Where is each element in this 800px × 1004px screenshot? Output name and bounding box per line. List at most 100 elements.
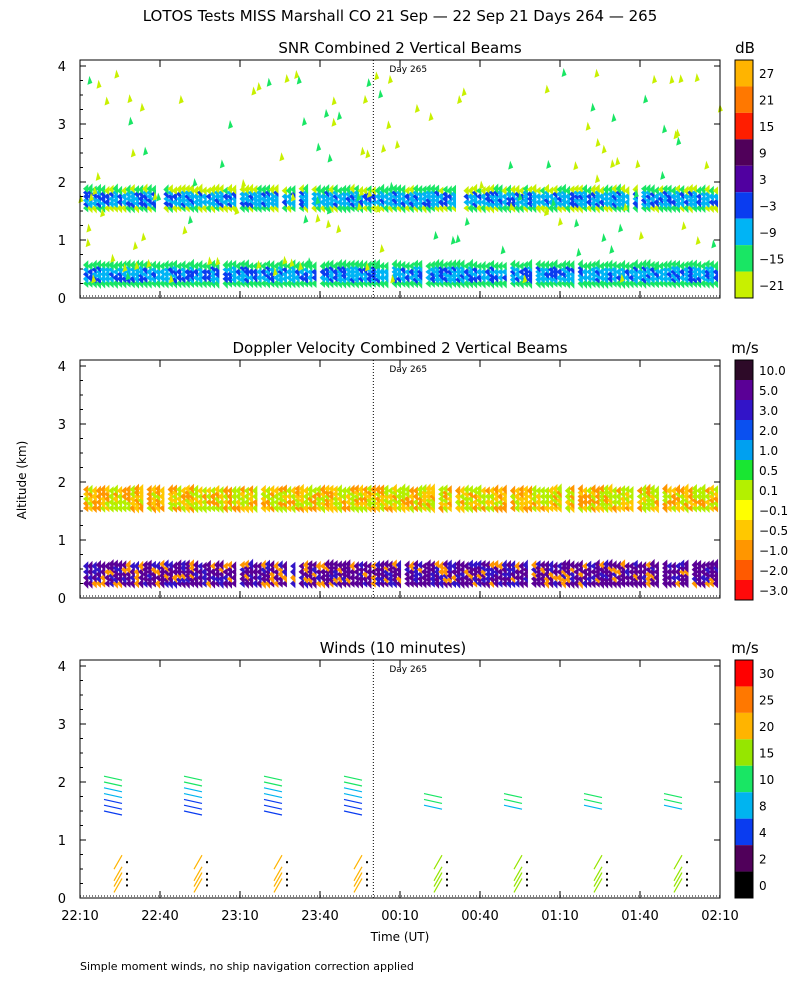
heatmap-cell bbox=[289, 258, 295, 268]
heatmap-cell bbox=[400, 483, 406, 495]
wind-vector bbox=[343, 787, 363, 793]
heatmap-cell bbox=[349, 183, 355, 195]
heatmap-cell bbox=[95, 498, 101, 507]
wind-vector bbox=[423, 798, 443, 804]
heatmap-cell bbox=[104, 260, 110, 270]
heatmap-cell bbox=[205, 486, 211, 495]
heatmap-cell bbox=[471, 560, 478, 570]
heatmap-cell bbox=[636, 273, 642, 282]
heatmap-cell bbox=[340, 503, 347, 513]
colorbar-swatch bbox=[735, 165, 753, 193]
heatmap-cell bbox=[421, 483, 427, 494]
heatmap-cell bbox=[87, 261, 93, 271]
heatmap-cell bbox=[235, 261, 241, 271]
heatmap-cell bbox=[590, 562, 596, 571]
heatmap-cell bbox=[201, 486, 207, 496]
heatmap-cell bbox=[594, 174, 600, 184]
heatmap-cell bbox=[197, 562, 203, 571]
heatmap-cell bbox=[552, 184, 558, 195]
y-tick-label: 4 bbox=[58, 660, 66, 675]
heatmap-cell bbox=[619, 259, 626, 271]
heatmap-cell bbox=[336, 560, 342, 570]
heatmap-cell bbox=[201, 561, 207, 571]
heatmap-cell bbox=[488, 560, 495, 570]
heatmap-cell bbox=[628, 567, 634, 577]
heatmap-cell bbox=[296, 75, 302, 85]
wind-vector bbox=[593, 872, 603, 887]
heatmap-cell bbox=[674, 567, 680, 577]
heatmap-cell bbox=[653, 561, 659, 572]
heatmap-cell bbox=[492, 261, 499, 271]
heatmap-cell bbox=[416, 259, 423, 269]
heatmap-cell bbox=[433, 230, 439, 240]
heatmap-cell bbox=[361, 485, 368, 494]
heatmap-cell bbox=[132, 241, 138, 251]
wind-vector bbox=[663, 804, 683, 810]
heatmap-cell bbox=[666, 503, 672, 513]
heatmap-cell bbox=[298, 261, 304, 271]
heatmap-cell bbox=[450, 561, 456, 571]
colorbar-tick-label: 3.0 bbox=[759, 404, 778, 418]
heatmap-cell bbox=[256, 567, 262, 577]
heatmap-cell bbox=[404, 272, 410, 284]
heatmap-cell bbox=[137, 573, 144, 583]
heatmap-cell bbox=[125, 484, 131, 495]
heatmap-cell bbox=[594, 485, 600, 497]
heatmap-cell bbox=[425, 267, 431, 277]
heatmap-cell bbox=[222, 573, 228, 583]
heatmap-cell bbox=[552, 483, 558, 494]
heatmap-cell bbox=[370, 561, 376, 571]
heatmap-cell bbox=[205, 491, 211, 502]
colorbar-swatch bbox=[735, 845, 753, 872]
heatmap-cell bbox=[653, 485, 659, 496]
heatmap-cell bbox=[636, 492, 642, 501]
wind-vector bbox=[183, 793, 203, 799]
heatmap-cell bbox=[378, 484, 385, 494]
heatmap-cell bbox=[285, 197, 292, 208]
heatmap-cell bbox=[180, 184, 186, 194]
heatmap-cell bbox=[594, 68, 600, 78]
heatmap-cell bbox=[678, 559, 685, 569]
colorbar-swatch bbox=[735, 739, 753, 766]
heatmap-cell bbox=[331, 117, 337, 127]
heatmap-cell bbox=[315, 484, 321, 495]
heatmap-cell bbox=[442, 260, 448, 270]
wind-vector bbox=[673, 878, 683, 893]
heatmap-cell bbox=[95, 259, 101, 269]
heatmap-cell bbox=[214, 484, 220, 495]
heatmap-cell bbox=[133, 560, 139, 572]
heatmap-cell bbox=[687, 504, 693, 513]
wind-vector bbox=[183, 798, 203, 804]
colorbar-tick-label: −1.0 bbox=[759, 544, 788, 558]
heatmap-cell bbox=[197, 486, 203, 496]
heatmap-cell bbox=[611, 560, 617, 570]
wind-point bbox=[686, 872, 688, 875]
heatmap-cell bbox=[222, 191, 228, 202]
heatmap-cell bbox=[640, 484, 647, 496]
heatmap-cell bbox=[268, 560, 275, 570]
heatmap-cell bbox=[463, 185, 469, 196]
heatmap-cell bbox=[649, 484, 655, 494]
wind-point bbox=[206, 872, 208, 875]
heatmap-cell bbox=[230, 260, 237, 269]
heatmap-cell bbox=[99, 484, 106, 495]
heatmap-cell bbox=[488, 486, 495, 496]
heatmap-cell bbox=[188, 559, 194, 570]
heatmap-cell bbox=[539, 560, 545, 570]
heatmap-cell bbox=[366, 78, 372, 88]
heatmap-cell bbox=[273, 503, 279, 513]
heatmap-cell bbox=[700, 278, 706, 289]
heatmap-cell bbox=[361, 186, 368, 196]
heatmap-cell bbox=[201, 186, 207, 196]
heatmap-cell bbox=[412, 259, 418, 269]
colorbar-tick-label: 5.0 bbox=[759, 384, 778, 398]
heatmap-cell bbox=[159, 267, 165, 277]
wind-vector bbox=[193, 872, 203, 887]
wind-point bbox=[526, 872, 528, 875]
colorbar-frame bbox=[734, 59, 754, 299]
heatmap-cell bbox=[425, 279, 431, 288]
heatmap-cell bbox=[598, 560, 604, 570]
wind-vector bbox=[433, 878, 443, 893]
colorbar-swatch bbox=[735, 245, 753, 272]
